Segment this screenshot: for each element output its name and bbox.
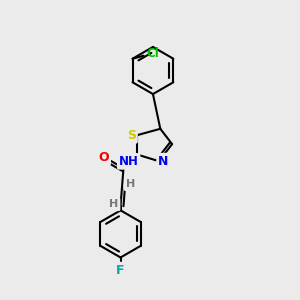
Text: H: H: [126, 179, 135, 190]
Text: O: O: [98, 151, 109, 164]
Text: S: S: [127, 129, 136, 142]
Text: H: H: [110, 200, 119, 209]
Text: N: N: [158, 155, 168, 168]
Text: Cl: Cl: [147, 47, 160, 60]
Text: F: F: [116, 264, 125, 277]
Text: NH: NH: [119, 155, 139, 168]
